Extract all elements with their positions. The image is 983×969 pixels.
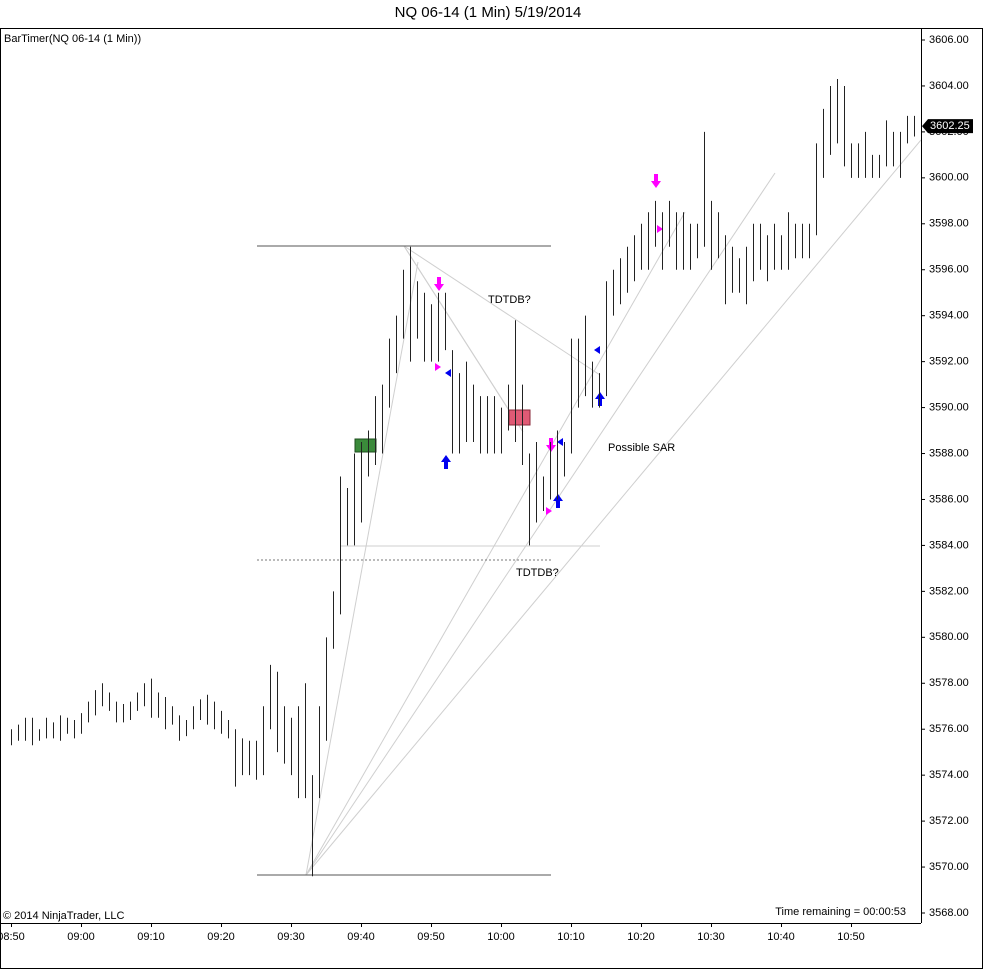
triangle [594,346,600,354]
x-tick-label: 10:50 [837,931,865,943]
drawings: TDTDB? TDTDB? Possible SAR [257,139,921,876]
y-tick-label: 3570.00 [929,861,969,873]
y-tick-label: 3594.00 [929,310,969,322]
last-price-label: 3602.25 [930,120,970,132]
y-tick-label: 3590.00 [929,401,969,413]
x-tick-label: 09:40 [347,931,375,943]
x-tick-label: 10:00 [487,931,515,943]
y-tick-label: 3572.00 [929,815,969,827]
down-arrow [651,174,661,188]
y-tick-label: 3592.00 [929,356,969,368]
x-tick-label: 10:20 [627,931,655,943]
y-tick-label: 3574.00 [929,769,969,781]
chart-title: NQ 06-14 (1 Min) 5/19/2014 [395,4,582,21]
trend-line [403,245,601,376]
y-tick-label: 3596.00 [929,264,969,276]
down-arrow [434,277,444,291]
y-tick-label: 3588.00 [929,447,969,459]
x-tick-label: 09:50 [417,931,445,943]
x-tick-label: 08:50 [0,931,25,943]
bars [11,79,915,877]
last-price-marker [922,119,973,134]
y-tick-label: 3600.00 [929,172,969,184]
triangle [546,507,552,515]
annotation: Possible SAR [608,442,675,454]
annotation: TDTDB? [516,567,559,579]
y-tick-label: 3606.00 [929,34,969,46]
trend-line [305,139,921,876]
y-tick-label: 3576.00 [929,723,969,735]
time-remaining: Time remaining = 00:00:53 [775,906,906,918]
y-tick-label: 3584.00 [929,539,969,551]
down-arrows [434,174,663,515]
x-tick-label: 09:10 [137,931,165,943]
x-tick-label: 09:20 [207,931,235,943]
marker-box [354,438,377,453]
indicator-label: BarTimer(NQ 06-14 (1 Min)) [4,33,141,45]
x-tick-label: 09:30 [277,931,305,943]
trend-line [403,245,524,433]
x-tick-label: 10:40 [767,931,795,943]
trend-line [305,261,419,876]
trend-line [305,172,776,876]
y-tick-label: 3568.00 [929,907,969,919]
y-tick-label: 3582.00 [929,585,969,597]
x-tick-label: 10:30 [697,931,725,943]
x-tick-label: 09:00 [67,931,95,943]
trend-line [305,211,686,876]
triangle [435,363,441,371]
annotation: TDTDB? [488,294,531,306]
x-tick-label: 10:10 [557,931,585,943]
y-tick-label: 3578.00 [929,677,969,689]
copyright: © 2014 NinjaTrader, LLC [3,910,124,922]
frame [0,28,983,969]
marker-box [508,409,531,426]
y-tick-label: 3580.00 [929,631,969,643]
up-arrow [553,494,563,508]
triangle [557,438,563,446]
y-tick-label: 3598.00 [929,218,969,230]
y-tick-label: 3586.00 [929,493,969,505]
y-tick-label: 3604.00 [929,80,969,92]
trend-lines [305,139,921,876]
triangle [445,369,451,377]
triangle [657,225,663,233]
up-arrow [441,455,451,469]
